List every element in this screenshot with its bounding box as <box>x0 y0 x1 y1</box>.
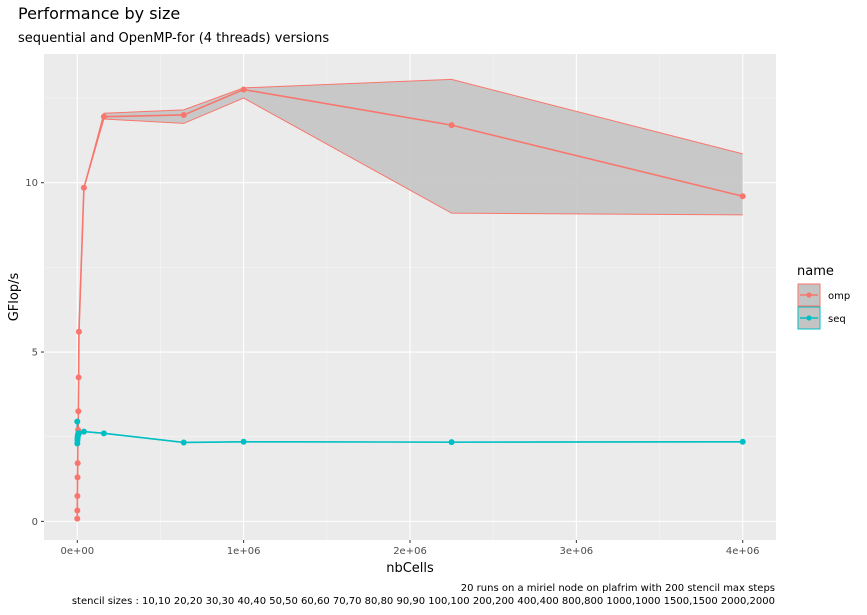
legend-label-seq: seq <box>828 314 846 325</box>
axis-ticks: 0e+00 1e+06 2e+06 3e+06 4e+06 0 5 10 <box>25 178 759 557</box>
y-tick-label: 10 <box>25 178 38 189</box>
y-tick-label: 5 <box>32 348 38 359</box>
legend-label-omp: omp <box>828 291 850 302</box>
omp-point <box>75 374 82 381</box>
seq-point <box>180 439 187 446</box>
x-tick-label: 1e+06 <box>227 546 261 557</box>
chart-subtitle: sequential and OpenMP-for (4 threads) ve… <box>18 31 329 46</box>
x-tick-label: 2e+06 <box>393 546 427 557</box>
omp-ribbon <box>77 79 743 519</box>
legend-key-point-omp <box>806 292 812 298</box>
caption-line-2: stencil sizes : 10,10 20,20 30,30 40,40 … <box>72 596 775 607</box>
omp-point <box>739 193 746 200</box>
legend-title: name <box>797 264 834 279</box>
x-tick-label: 4e+06 <box>726 546 760 557</box>
omp-point <box>74 460 81 467</box>
x-tick-label: 3e+06 <box>560 546 594 557</box>
omp-point <box>448 122 455 129</box>
caption-line-1: 20 runs on a miriel node on plafrim with… <box>461 583 775 594</box>
seq-point <box>75 430 82 437</box>
seq-point <box>448 439 455 446</box>
omp-line <box>76 88 743 519</box>
x-tick-label: 0e+00 <box>60 546 94 557</box>
omp-point <box>75 408 82 415</box>
legend-key-point-seq <box>806 315 812 321</box>
x-axis-title: nbCells <box>386 561 434 576</box>
legend: name omp seq <box>797 264 850 330</box>
omp-point <box>80 184 87 191</box>
seq-point <box>240 438 247 445</box>
y-tick-label: 0 <box>32 517 38 528</box>
omp-point <box>240 86 247 93</box>
omp-point <box>180 111 187 118</box>
omp-point <box>75 328 82 335</box>
omp-point <box>74 474 81 481</box>
seq-point <box>100 430 107 437</box>
omp-point <box>74 515 81 522</box>
y-axis-title: GFlop/s <box>7 273 22 322</box>
seq-point <box>80 428 87 435</box>
omp-point <box>74 492 81 499</box>
point-layer <box>74 86 746 522</box>
seq-point <box>739 438 746 445</box>
omp-point <box>74 507 81 514</box>
chart-title: Performance by size <box>18 4 180 23</box>
omp-point <box>100 113 107 120</box>
seq-point <box>74 418 81 425</box>
